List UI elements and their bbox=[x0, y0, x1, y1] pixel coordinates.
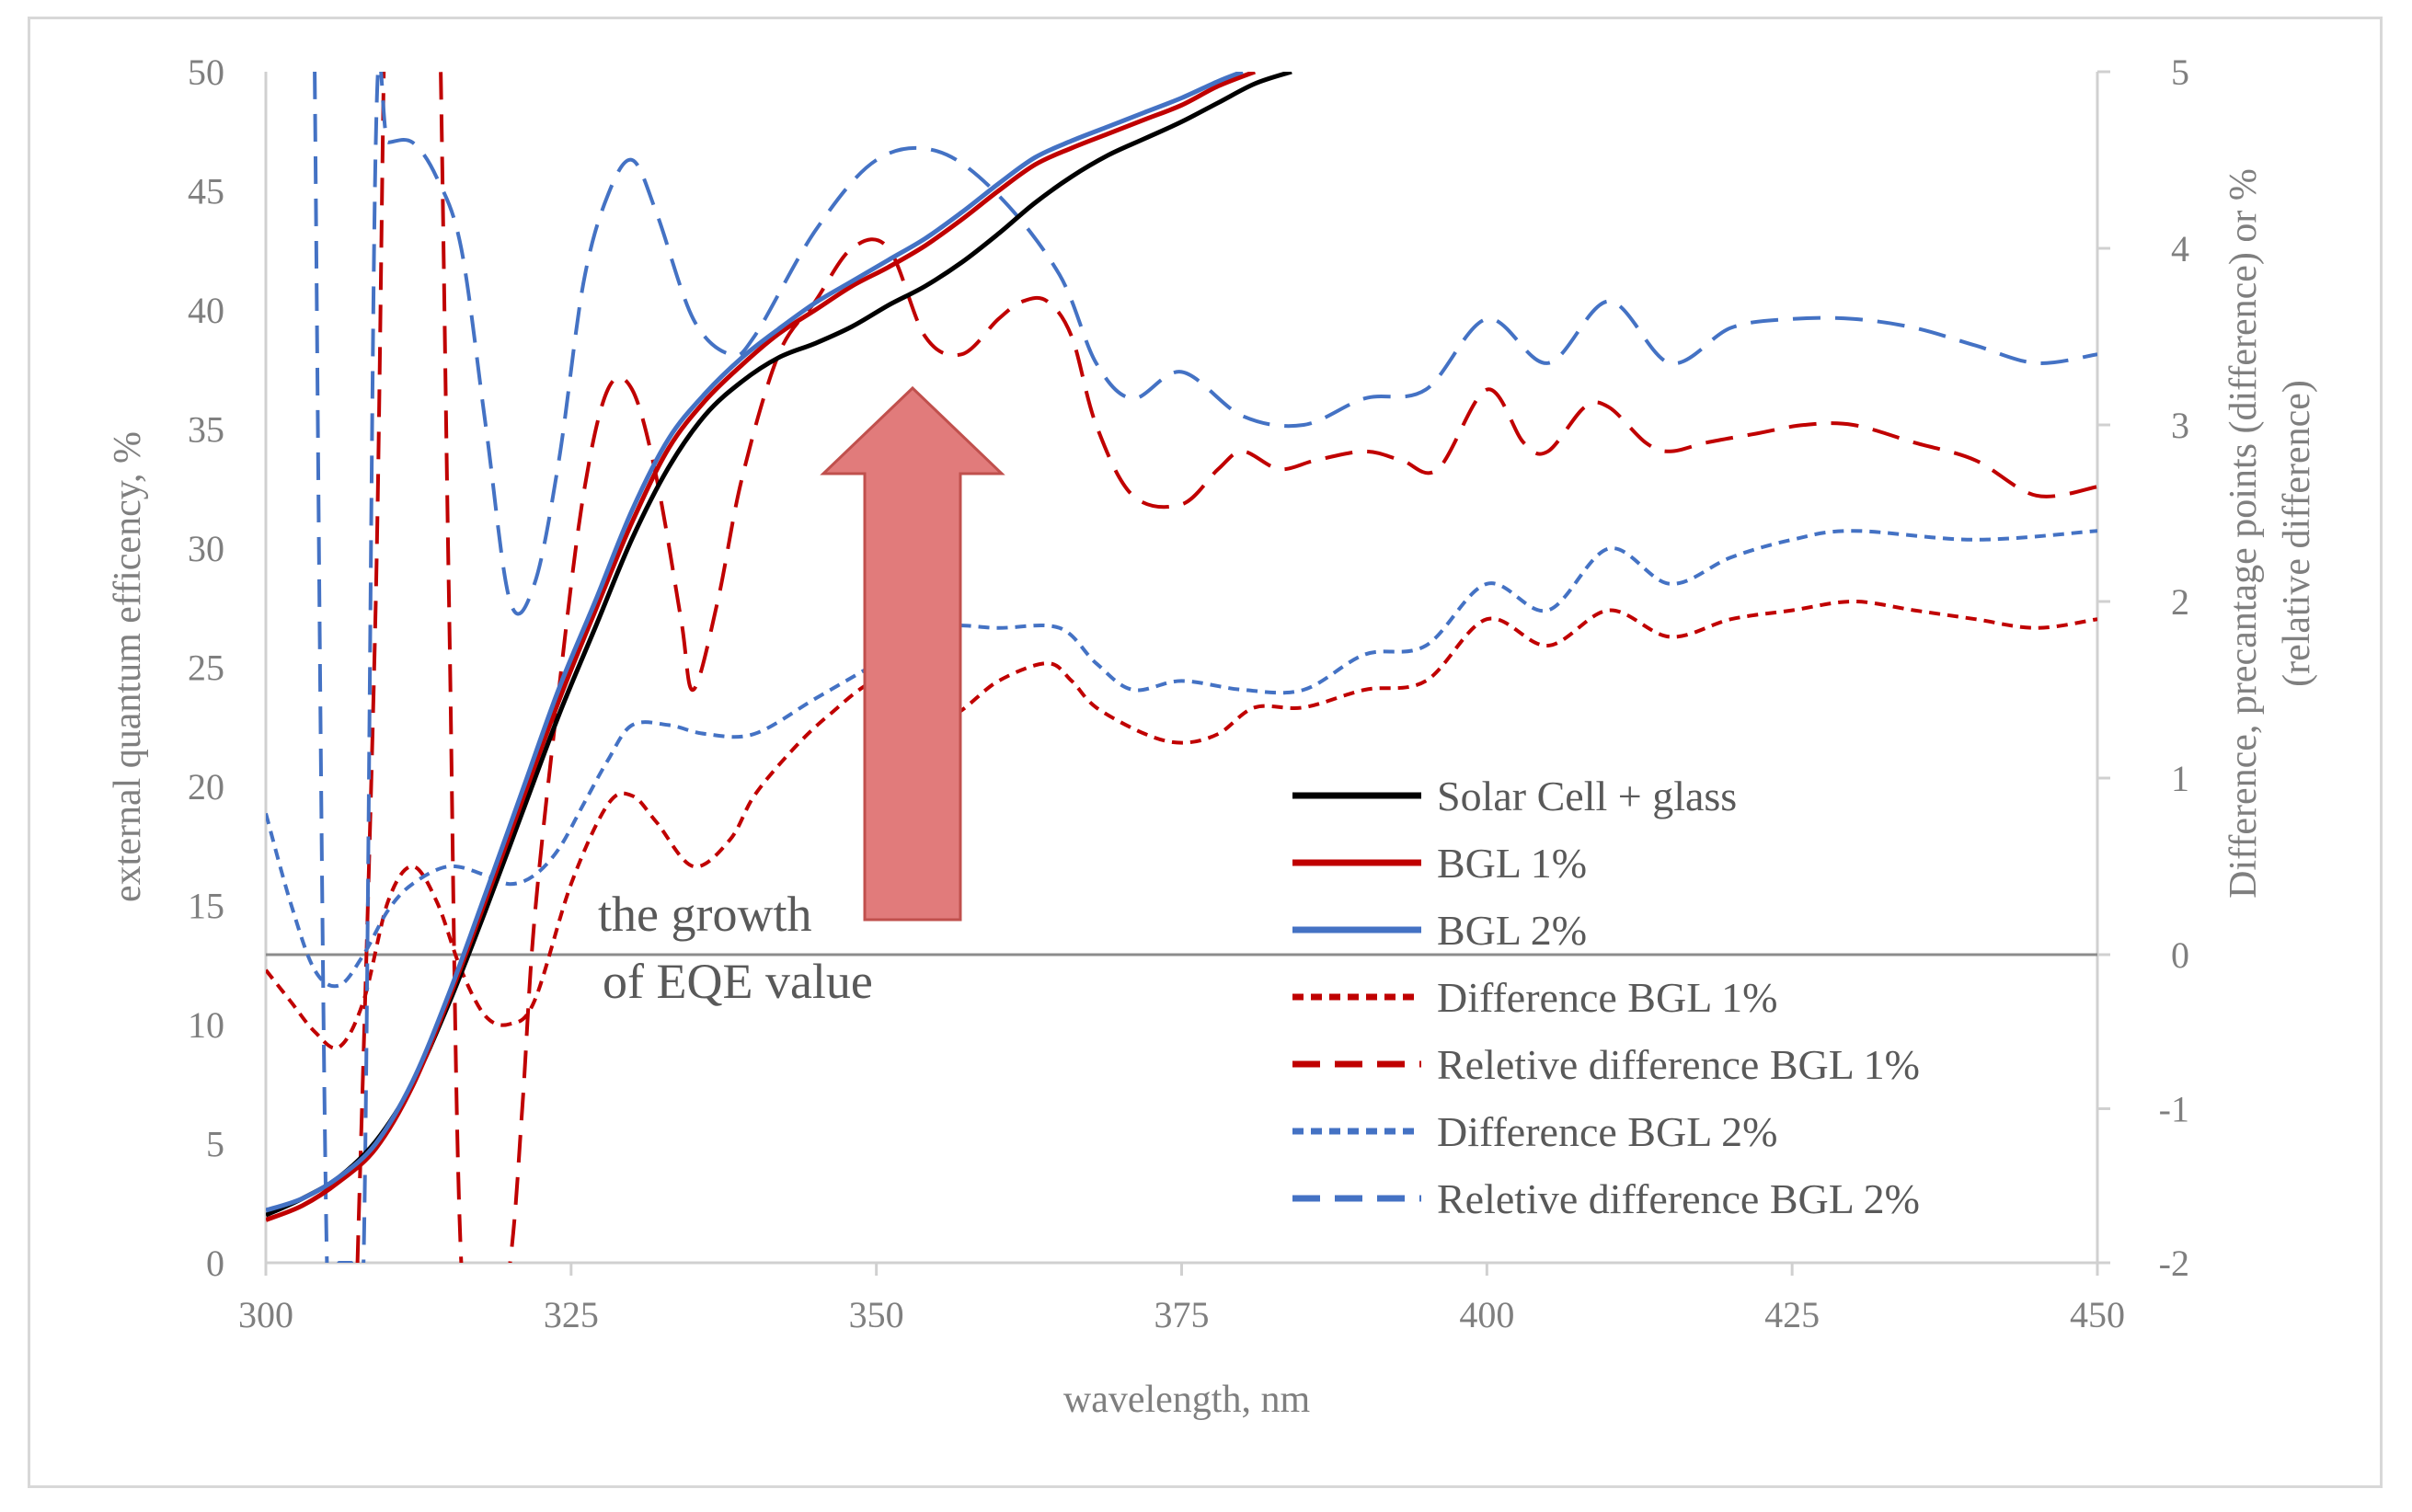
series-line-reletive-difference-bgl-2- bbox=[313, 72, 2097, 1263]
legend-reletive-difference-bgl-2--label: Reletive difference BGL 2% bbox=[1437, 1175, 1920, 1222]
y2-tick-label: 0 bbox=[2171, 934, 2189, 976]
x-tick-label: 350 bbox=[849, 1294, 904, 1335]
series-line-bgl-1- bbox=[266, 72, 1257, 1222]
y-tick-label: 35 bbox=[188, 409, 224, 451]
y2-axis-title-line2: (relative difference) bbox=[2276, 380, 2318, 687]
y2-tick-label: 4 bbox=[2171, 228, 2189, 269]
x-tick-label: 425 bbox=[1764, 1294, 1820, 1335]
x-tick-label: 450 bbox=[2070, 1294, 2125, 1335]
x-axis-title: wavelength, nm bbox=[1063, 1379, 1311, 1421]
y2-tick-label: -2 bbox=[2159, 1243, 2189, 1284]
y2-tick-label: 1 bbox=[2171, 758, 2189, 799]
y2-tick-label: -1 bbox=[2159, 1089, 2189, 1130]
y-tick-label: 45 bbox=[188, 171, 224, 212]
series-line-difference-bgl-1- bbox=[266, 599, 2097, 1050]
y-tick-label: 25 bbox=[188, 647, 224, 689]
y-tick-label: 20 bbox=[188, 766, 224, 808]
y-tick-label: 5 bbox=[206, 1124, 224, 1165]
x-tick-label: 400 bbox=[1459, 1294, 1514, 1335]
legend-difference-bgl-1--label: Difference BGL 1% bbox=[1437, 974, 1777, 1021]
y2-tick-label: 5 bbox=[2171, 52, 2189, 93]
chart-frame bbox=[28, 17, 2383, 1488]
y-axis-title: external quantum efficency, % bbox=[107, 431, 149, 902]
legend-reletive-difference-bgl-1--label: Reletive difference BGL 1% bbox=[1437, 1041, 1920, 1088]
y2-tick-label: 3 bbox=[2171, 405, 2189, 446]
legend-bgl-2--label: BGL 2% bbox=[1437, 907, 1587, 954]
y2-axis-title-line1: Difference, precantage points (differenc… bbox=[2222, 168, 2265, 899]
legend: Solar Cell + glass BGL 1% BGL 2% Difference… bbox=[1292, 773, 1920, 1222]
x-tick-label: 375 bbox=[1154, 1294, 1210, 1335]
y2-tick-label: 2 bbox=[2171, 581, 2189, 623]
annotation-line2: of EQE value bbox=[603, 954, 873, 1009]
y-tick-label: 10 bbox=[188, 1004, 224, 1046]
y-tick-label: 50 bbox=[188, 52, 224, 93]
x-tick-label: 325 bbox=[544, 1294, 599, 1335]
legend-difference-bgl-2--label: Difference BGL 2% bbox=[1437, 1108, 1777, 1155]
y-tick-label: 15 bbox=[188, 886, 224, 927]
growth-arrow-shape bbox=[820, 385, 1005, 922]
annotation-line1: the growth bbox=[598, 887, 811, 942]
y-tick-label: 30 bbox=[188, 528, 224, 569]
legend-solar-cell-glass-label: Solar Cell + glass bbox=[1437, 773, 1737, 819]
series-line-bgl-2- bbox=[266, 72, 1244, 1213]
x-tick-label: 300 bbox=[238, 1294, 293, 1335]
series-line-reletive-difference-bgl-1- bbox=[355, 72, 2097, 1263]
y-tick-label: 40 bbox=[188, 290, 224, 331]
series-line-solar-cell-glass bbox=[266, 72, 1292, 1218]
y-tick-label: 0 bbox=[206, 1243, 224, 1284]
growth-arrow bbox=[820, 385, 1005, 922]
legend-bgl-1--label: BGL 1% bbox=[1437, 840, 1587, 887]
